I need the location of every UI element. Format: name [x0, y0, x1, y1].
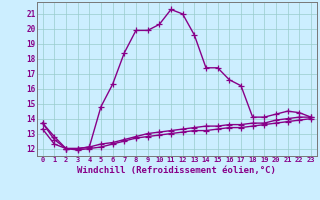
X-axis label: Windchill (Refroidissement éolien,°C): Windchill (Refroidissement éolien,°C) [77, 166, 276, 175]
